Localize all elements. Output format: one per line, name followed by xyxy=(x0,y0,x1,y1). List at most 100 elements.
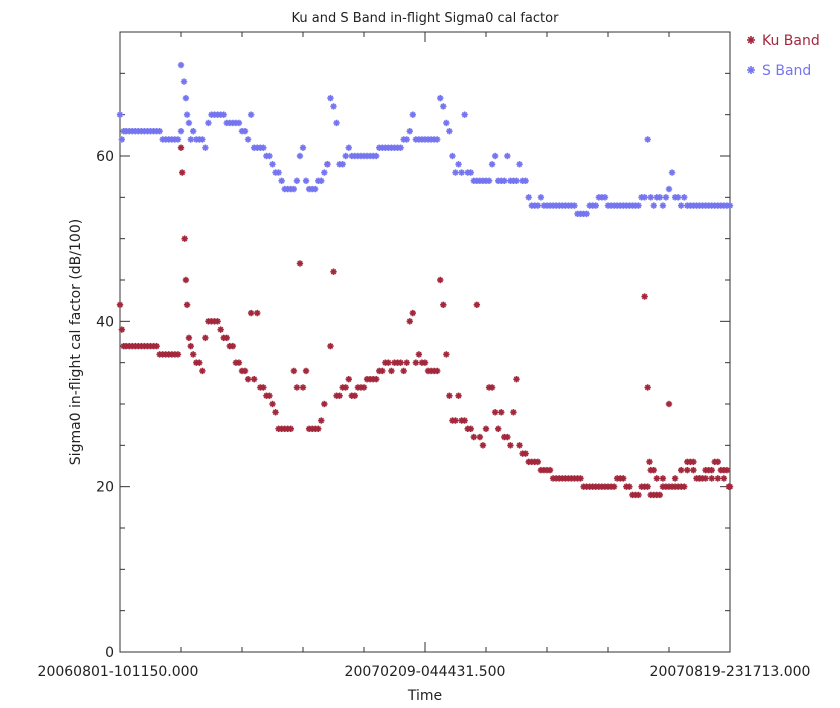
data-point-ku-band xyxy=(504,433,511,441)
legend-item-ku-band: Ku Band xyxy=(747,33,820,49)
x-axis-ticks: 20060801-101150.000 20070209-044431.500 20… xyxy=(38,32,811,680)
data-point-ku-band xyxy=(437,276,444,284)
data-point-ku-band xyxy=(118,326,126,333)
data-point-ku-band xyxy=(287,425,294,432)
data-point-s-band xyxy=(485,177,493,184)
data-point-ku-band xyxy=(179,169,186,176)
data-point-ku-band xyxy=(455,392,462,399)
data-point-ku-band xyxy=(397,359,404,366)
data-point-s-band xyxy=(513,177,520,184)
data-point-s-band xyxy=(488,161,496,168)
data-point-ku-band xyxy=(534,458,542,466)
data-point-ku-band xyxy=(653,475,660,482)
data-point-s-band xyxy=(674,194,682,201)
data-point-ku-band xyxy=(644,483,651,490)
data-point-s-band xyxy=(302,177,310,184)
data-point-s-band xyxy=(668,169,676,176)
data-point-ku-band xyxy=(476,433,484,441)
data-point-ku-band xyxy=(182,276,190,284)
data-point-ku-band xyxy=(513,376,520,383)
data-point-s-band xyxy=(177,128,185,135)
data-point-s-band xyxy=(296,152,304,160)
data-point-s-band xyxy=(455,161,462,168)
data-point-ku-band xyxy=(251,376,258,383)
data-point-s-band xyxy=(678,202,685,209)
data-point-s-band xyxy=(525,194,532,201)
data-point-ku-band xyxy=(244,376,252,383)
data-point-s-band xyxy=(118,136,126,143)
data-point-ku-band xyxy=(646,458,653,466)
data-point-ku-band xyxy=(400,367,407,375)
data-point-s-band xyxy=(583,210,590,218)
data-point-s-band xyxy=(452,169,459,176)
data-point-s-band xyxy=(116,111,124,118)
data-point-ku-band xyxy=(388,367,395,375)
y-tick-label: 20 xyxy=(96,480,114,496)
data-point-s-band xyxy=(662,194,670,201)
data-point-s-band xyxy=(601,194,609,201)
data-point-ku-band xyxy=(446,392,453,399)
data-point-ku-band xyxy=(373,376,380,383)
data-point-s-band xyxy=(659,202,667,209)
data-point-s-band xyxy=(260,144,267,151)
data-point-s-band xyxy=(644,136,651,143)
data-point-s-band xyxy=(182,94,190,102)
data-point-ku-band xyxy=(202,334,209,342)
data-point-ku-band xyxy=(241,367,249,375)
data-point-ku-band xyxy=(330,268,337,275)
data-point-ku-band xyxy=(360,384,368,391)
data-point-ku-band xyxy=(610,483,618,490)
data-point-s-band xyxy=(190,128,197,135)
data-point-s-band xyxy=(266,152,273,160)
data-point-ku-band xyxy=(327,342,334,350)
data-point-ku-band xyxy=(473,301,481,308)
data-point-s-band xyxy=(406,128,413,135)
chart-title: Ku and S Band in-flight Sigma0 cal facto… xyxy=(292,11,560,26)
data-point-ku-band xyxy=(290,367,298,375)
data-point-s-band xyxy=(180,78,188,85)
x-tick-label: 20070209-044431.500 xyxy=(345,664,506,680)
data-point-s-band xyxy=(321,169,328,176)
data-point-ku-band xyxy=(116,301,124,308)
data-point-s-band xyxy=(592,202,599,209)
data-point-ku-band xyxy=(406,318,413,325)
data-point-s-band xyxy=(443,119,450,127)
data-point-ku-band xyxy=(546,466,554,474)
data-point-s-band xyxy=(199,136,206,143)
data-point-s-band xyxy=(434,136,441,143)
data-point-s-band xyxy=(345,144,352,151)
x-axis-label: Time xyxy=(407,688,442,704)
legend-label-s-band: S Band xyxy=(762,63,811,79)
data-point-s-band xyxy=(534,202,542,209)
data-point-ku-band xyxy=(260,384,267,391)
x-tick-label: 20070819-231713.000 xyxy=(650,664,811,680)
data-point-ku-band xyxy=(177,144,185,151)
data-point-s-band xyxy=(156,128,163,135)
data-point-s-band xyxy=(247,111,255,118)
data-point-s-band xyxy=(202,144,209,151)
data-point-ku-band xyxy=(302,367,310,375)
data-point-ku-band xyxy=(434,367,441,375)
data-point-ku-band xyxy=(708,466,715,474)
data-point-s-band xyxy=(467,169,474,176)
data-point-ku-band xyxy=(461,417,468,424)
data-point-ku-band xyxy=(644,384,651,391)
data-point-ku-band xyxy=(440,301,447,308)
data-point-ku-band xyxy=(272,409,279,416)
data-point-ku-band xyxy=(229,342,237,350)
data-point-s-band xyxy=(665,185,673,193)
data-point-s-band xyxy=(205,119,212,127)
data-point-ku-band xyxy=(516,442,523,449)
data-point-s-band xyxy=(397,144,404,151)
data-point-s-band xyxy=(458,169,465,176)
data-point-ku-band xyxy=(714,458,721,466)
legend-item-s-band: S Band xyxy=(747,63,811,79)
data-point-s-band xyxy=(726,202,734,209)
data-point-s-band xyxy=(299,144,307,151)
data-point-ku-band xyxy=(412,359,420,366)
legend-label-ku-band: Ku Band xyxy=(762,33,820,49)
data-point-s-band xyxy=(278,177,285,184)
data-point-ku-band xyxy=(671,475,679,482)
data-point-s-band xyxy=(681,194,688,201)
data-point-s-band xyxy=(650,202,657,209)
